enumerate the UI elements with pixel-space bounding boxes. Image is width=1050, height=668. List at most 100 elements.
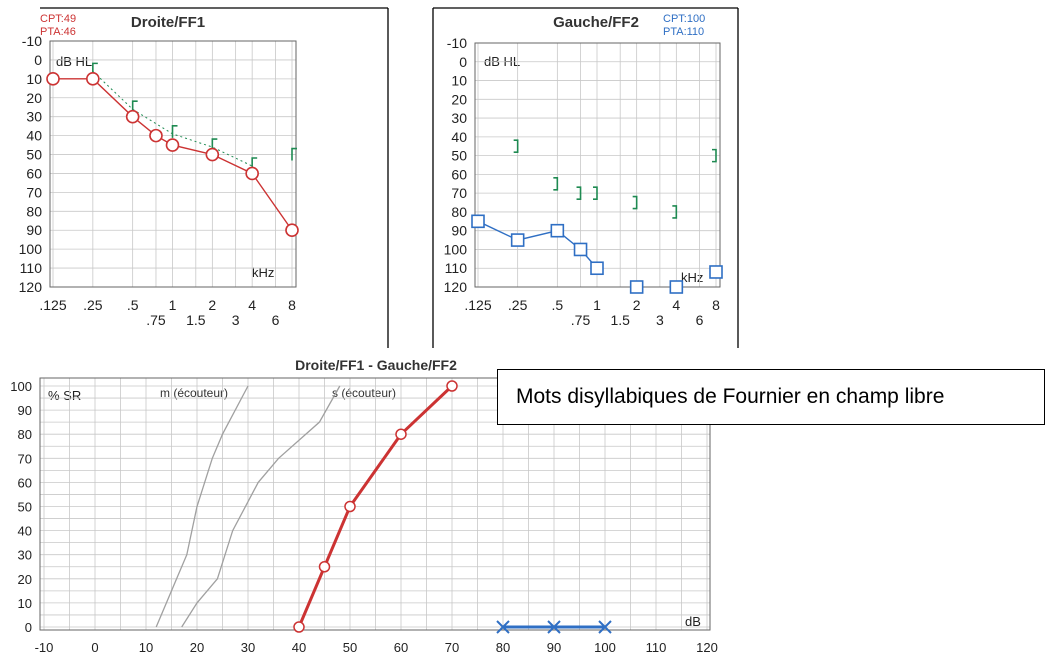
y-tick-label: 60 [26,165,42,181]
air-marker [573,242,588,257]
speech-point [395,428,407,440]
audio2-stat-cpt: CPT:100 [663,13,705,25]
y-tick-label: 40 [451,129,467,145]
plot-frame [39,377,711,631]
x-tick-label: 80 [496,640,510,655]
bone-marker [131,100,138,114]
x-tick-label: 4 [672,297,680,313]
y-tick-label: 70 [18,451,32,466]
bone-marker [251,157,258,170]
callout-text: Mots disyllabiques de Fournier en champ … [516,385,945,408]
y-tick-label: 0 [34,52,42,68]
x-tick-label: 20 [190,640,204,655]
plot-frame [49,40,297,288]
y-tick-label: 120 [444,279,468,295]
x-tick-label: 8 [288,297,296,313]
x-tick-label: .25 [508,297,528,313]
air-marker [550,223,565,238]
speech-point [293,621,305,633]
y-tick-label: 40 [18,524,32,539]
y-tick-label: 100 [19,241,43,257]
x-tick-label: 4 [248,297,256,313]
speech-ref-s-label: s (écouteur) [332,386,396,400]
x-tick-label: 60 [394,640,408,655]
x-tick-label: -10 [35,640,54,655]
x-tick-label: 0 [91,640,98,655]
x-tick-label: .125 [464,297,491,313]
x-tick-label: .25 [83,297,103,313]
air-marker [285,223,299,238]
y-tick-label: 110 [20,260,43,276]
y-tick-label: 0 [25,620,32,635]
x-tick-label: 1.5 [610,312,630,328]
y-tick-label: -10 [447,35,467,51]
speech-ylabel: % SR [48,388,81,403]
y-tick-label: 30 [18,548,32,563]
air-marker [629,280,644,294]
x-tick-label: 6 [272,312,280,328]
bone-marker [291,147,297,161]
bone-marker [553,176,559,191]
bone-marker [211,138,218,152]
air-marker [510,233,525,247]
y-tick-label: 20 [26,90,42,106]
y-tick-label: 100 [10,379,32,394]
y-tick-label: 110 [445,260,468,276]
air-marker [669,280,684,294]
x-tick-label: 30 [241,640,255,655]
bone-marker [92,62,98,76]
y-tick-label: 50 [451,148,467,164]
y-tick-label: 20 [18,572,32,587]
x-tick-label: 2 [633,297,641,313]
speech-point [446,380,458,392]
bone-marker [672,205,678,219]
bone-marker [171,125,178,138]
x-tick-label: 120 [696,640,718,655]
air-marker [590,261,604,276]
speech-ref-m-label: m (écouteur) [160,386,228,400]
x-tick-label: .5 [551,297,563,313]
y-tick-label: 30 [451,110,467,126]
x-tick-label: 40 [292,640,306,655]
bone-marker [576,186,582,200]
y-tick-label: 90 [451,223,467,239]
x-tick-label: 90 [547,640,561,655]
air-marker [165,138,180,152]
air-marker [471,214,485,229]
air-marker [86,72,100,86]
audio2-xlabel: kHz [681,270,703,285]
audio2-title: Gauche/FF2 [553,14,639,31]
y-tick-label: -10 [22,33,42,49]
y-tick-label: 40 [26,128,42,144]
audiogram-right-plot: -10 0 10 20 30 40 50 60 70 80 90 100 110 120 .125 .25 .5… [19,33,299,328]
speech-xlabel: dB [685,614,701,629]
audio1-stat-cpt: CPT:49 [40,13,76,25]
y-tick-label: 80 [26,203,42,219]
reference-curve [181,385,341,628]
speech-point [496,620,510,634]
speech-point [547,620,561,634]
x-tick-label: 8 [712,297,720,313]
y-tick-label: 10 [26,71,42,87]
air-marker [46,72,60,86]
air-marker [125,109,140,124]
x-tick-label: 2 [208,297,216,313]
bone-marker [593,186,598,200]
y-tick-label: 90 [26,222,42,238]
x-tick-label: 1 [593,297,601,313]
y-tick-label: 70 [451,185,467,201]
y-tick-label: 80 [451,204,467,220]
x-tick-label: 1 [169,297,177,313]
audio1-xlabel: kHz [252,265,274,280]
x-tick-label: 100 [594,640,616,655]
air-marker [245,166,259,181]
audio1-ylabel: dB HL [56,54,92,69]
x-tick-label: 3 [656,312,664,328]
speech-point [344,500,356,513]
bone-marker [513,139,519,154]
y-tick-label: 50 [18,500,32,515]
audio1-stat-pta: PTA:46 [40,26,76,38]
audio1-title: Droite/FF1 [131,14,205,31]
reference-curve [155,385,249,628]
